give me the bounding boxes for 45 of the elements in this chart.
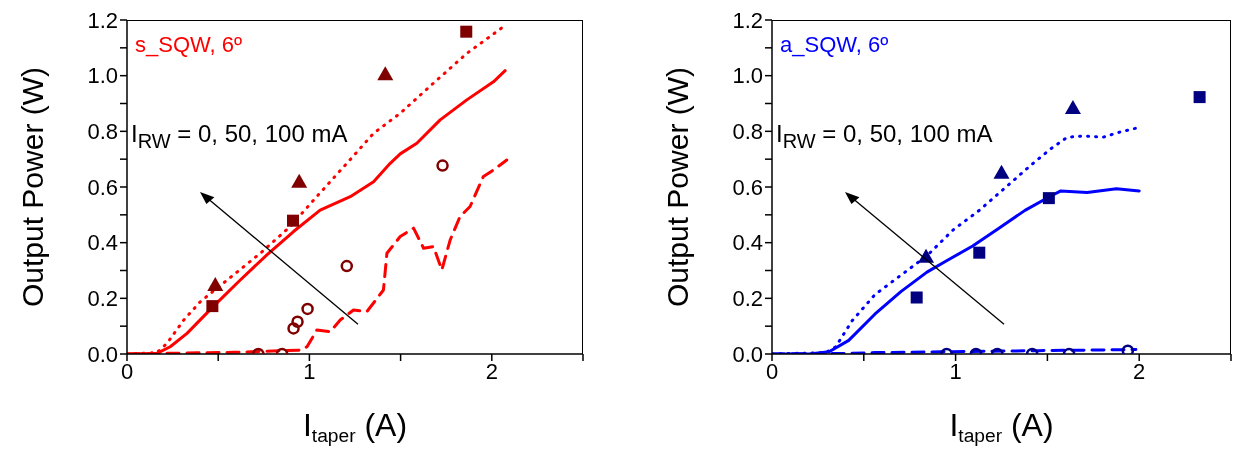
point xyxy=(436,159,449,172)
y-tick-label: 0.4 xyxy=(732,230,763,256)
y-tick-label: 1.0 xyxy=(87,63,118,89)
point xyxy=(291,315,304,328)
y-axis-title: Output Power (W) xyxy=(15,66,49,308)
x-tick-label: 0 xyxy=(765,358,779,384)
x-axis-title: I$_{taper}$ (A) xyxy=(949,407,1054,446)
point xyxy=(207,276,224,291)
annotation: I$_{RW}$ = 0, 50, 100 mA xyxy=(776,120,993,153)
point xyxy=(377,66,394,81)
point xyxy=(206,300,219,313)
y-tick-label: 1.2 xyxy=(732,7,763,33)
text: a_SQW, 6º xyxy=(780,32,889,58)
y-tick-label: 0.6 xyxy=(732,174,763,200)
y-tick-label: 0.2 xyxy=(732,286,763,312)
y-tick-label: 0.8 xyxy=(732,119,763,145)
point xyxy=(1121,344,1135,354)
point xyxy=(1064,99,1081,114)
y-tick-label: 1.0 xyxy=(732,63,763,89)
x-tick-label: 2 xyxy=(1133,358,1146,384)
annotation: I$_{RW}$ = 0, 50, 100 mA xyxy=(131,120,348,153)
point xyxy=(286,214,299,227)
y-tick-label: 0.0 xyxy=(87,341,118,367)
y-tick-label: 0.0 xyxy=(732,341,763,367)
x-tick-label: 1 xyxy=(949,358,962,384)
point xyxy=(993,164,1010,179)
x-tick-label: 2 xyxy=(485,358,498,384)
y-tick-label: 0.6 xyxy=(87,174,118,200)
point xyxy=(1193,91,1206,104)
point xyxy=(973,246,986,259)
point xyxy=(460,25,473,38)
y-tick-label: 1.2 xyxy=(87,7,118,33)
y-tick-label: 0.4 xyxy=(87,230,118,256)
y-tick-label: 0.8 xyxy=(87,119,118,145)
x-axis-title: I$_{taper}$ (A) xyxy=(302,407,408,446)
x-tick-label: 0 xyxy=(120,358,134,384)
y-axis-title: Output Power (W) xyxy=(660,66,694,308)
point xyxy=(301,302,314,316)
point xyxy=(291,173,308,188)
point xyxy=(340,259,354,273)
text: s_SQW, 6º xyxy=(135,32,243,58)
point xyxy=(287,322,300,335)
point xyxy=(1042,192,1055,205)
x-tick-label: 1 xyxy=(303,358,316,384)
y-tick-label: 0.2 xyxy=(87,286,118,312)
